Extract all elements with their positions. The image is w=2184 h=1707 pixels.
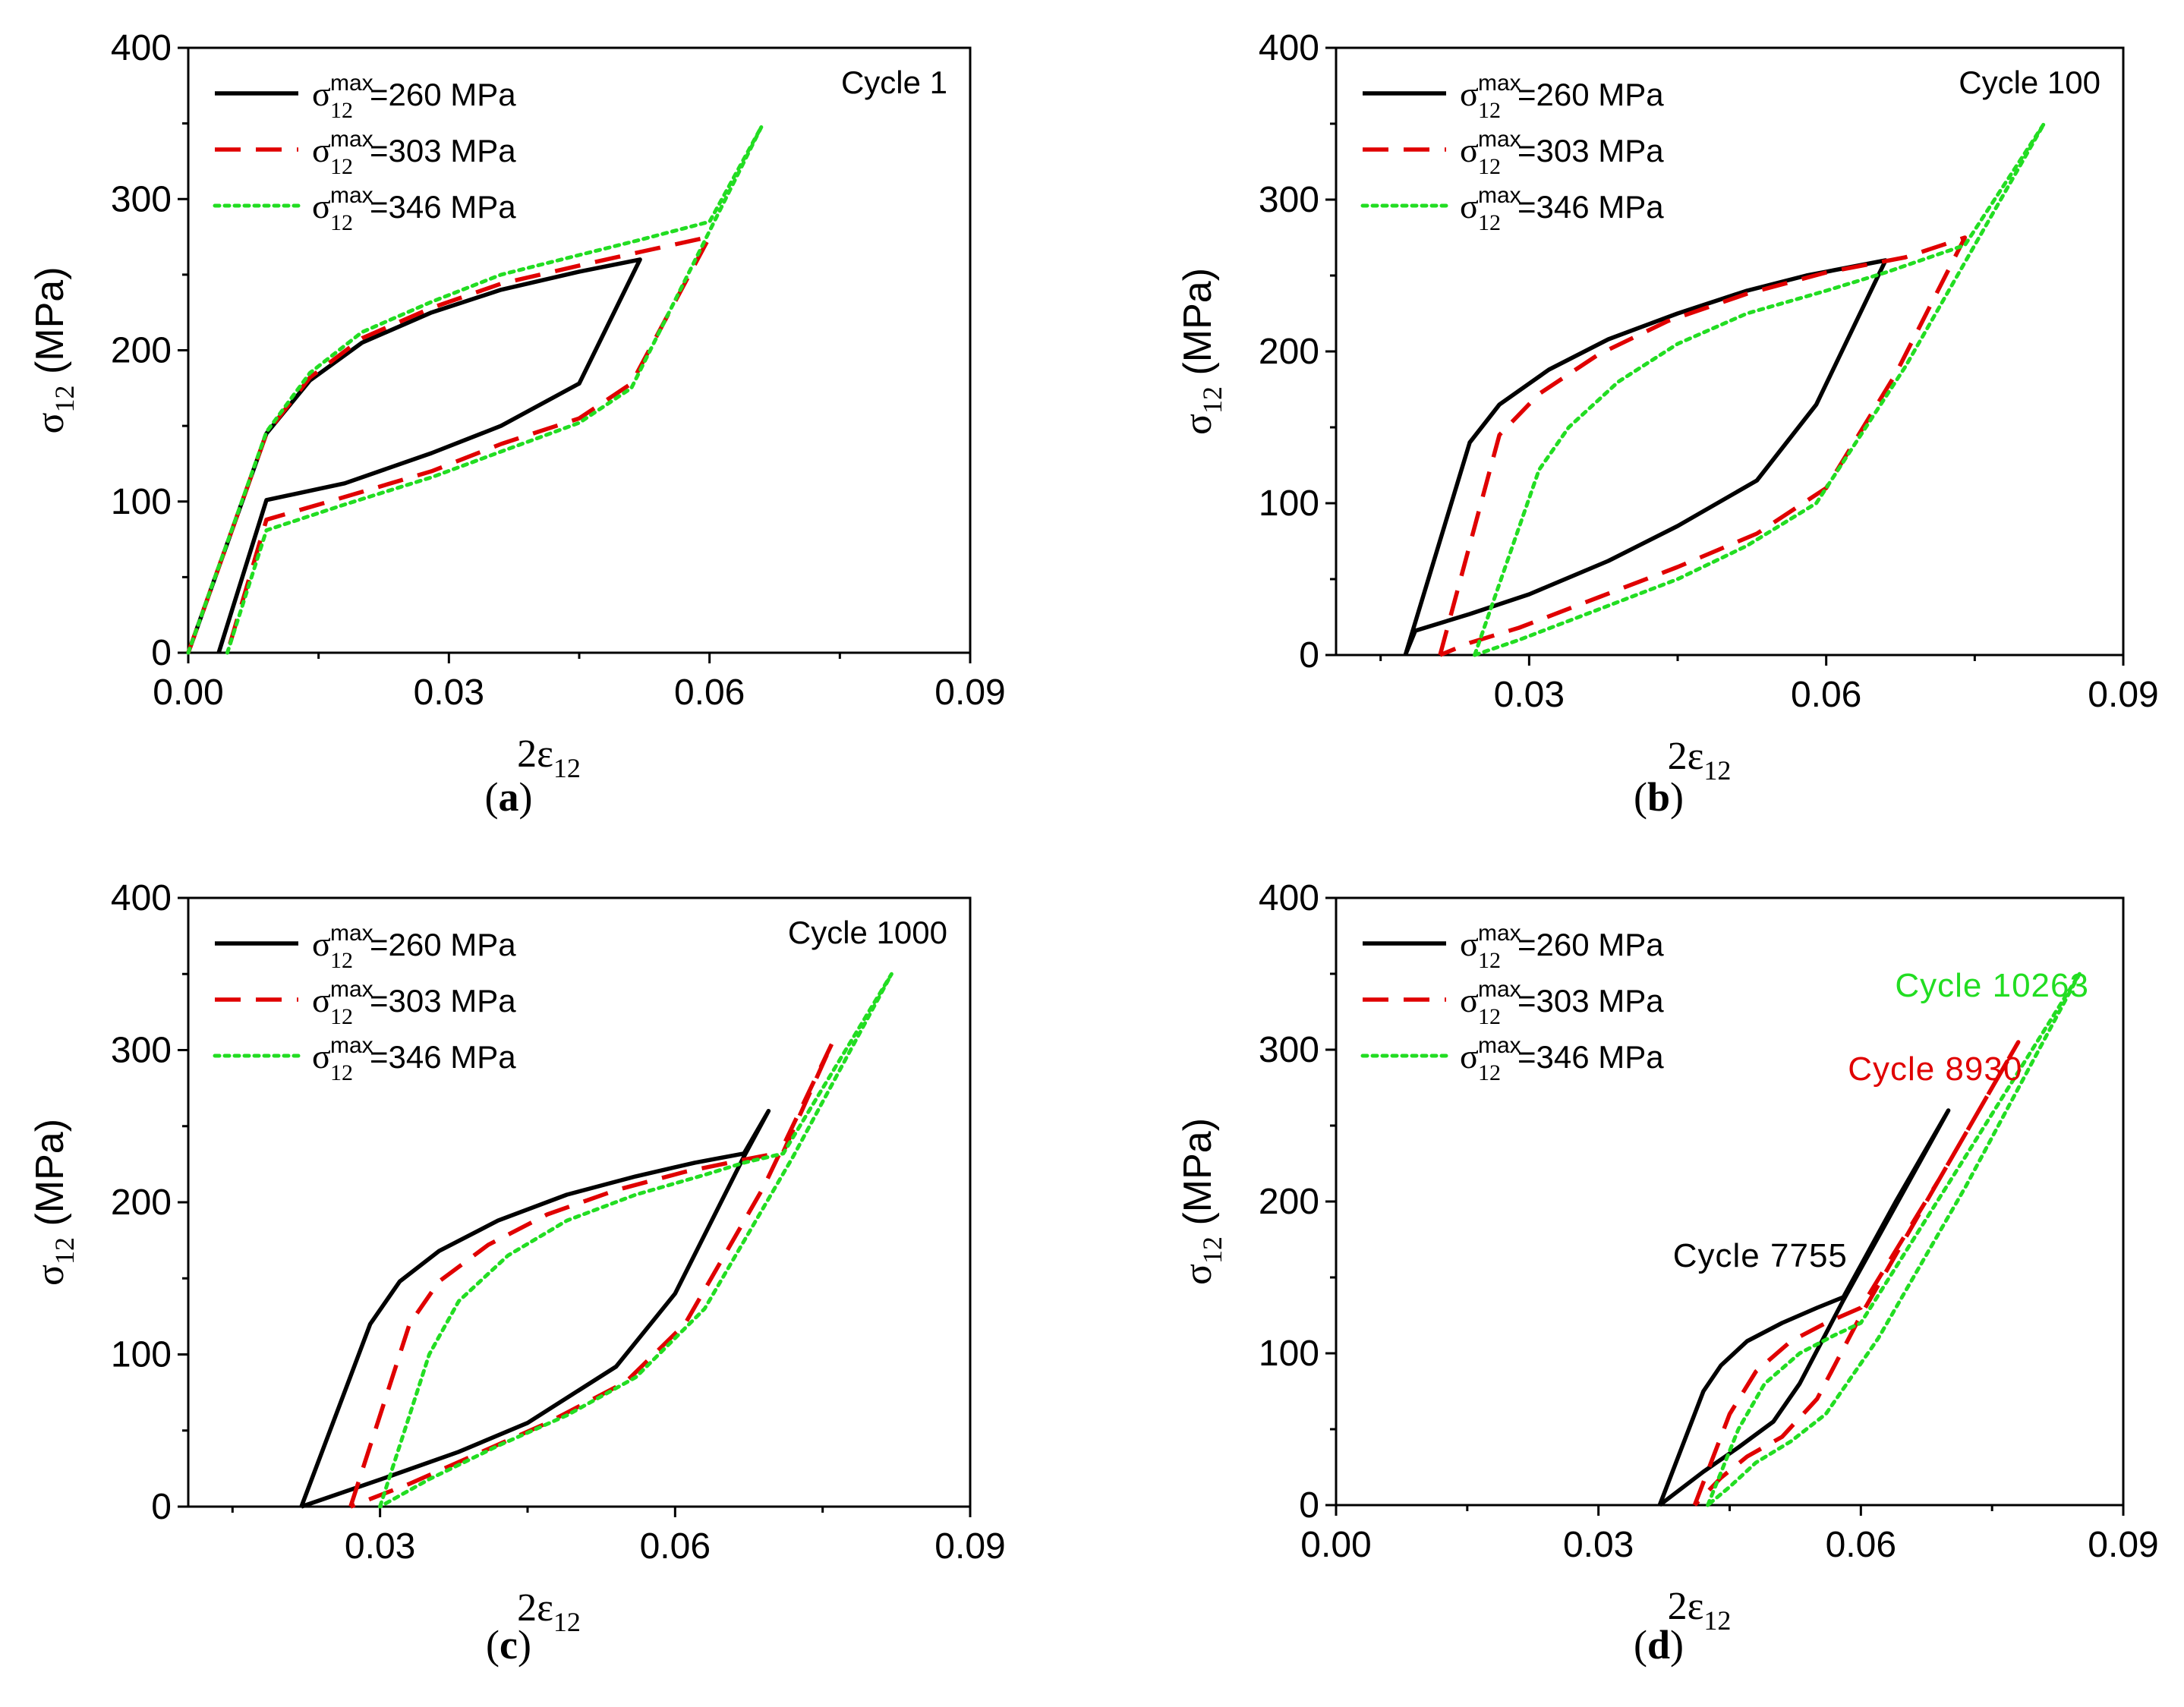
- x-tick-label: 0.09: [934, 1526, 1005, 1567]
- y-tick-label: 200: [111, 1183, 172, 1223]
- axes-frame: [1335, 46, 2125, 657]
- y-axis-label: σ12 (MPa): [28, 1119, 80, 1286]
- panel-b: 0 100 200 300 400 0.03 0.06 0.09 2ε12 σ12 (MPa) σm…: [1176, 28, 2159, 820]
- x-tick-label: 0.06: [674, 672, 745, 713]
- legend-entry: σmax 12 =260 MPa: [1460, 71, 1664, 123]
- y-tick-label: 200: [111, 331, 172, 371]
- axes-frame: [187, 46, 972, 654]
- panel-caption: (b): [1634, 774, 1684, 820]
- series-line-3: [1473, 121, 2047, 657]
- legend-entry: σmax 12 =346 MPa: [1460, 183, 1664, 235]
- y-tick-label: 100: [1259, 483, 1319, 524]
- cycle-annotation: Cycle 1000: [788, 915, 947, 950]
- x-axis-label: 2ε12: [1668, 735, 1732, 786]
- legend-entry: σmax 12 =303 MPa: [312, 127, 516, 179]
- series-line-1: [299, 1108, 771, 1509]
- y-axis-label: σ12 (MPa): [1176, 268, 1228, 435]
- series-line-3: [1706, 972, 2082, 1507]
- y-tick-label: 0: [151, 633, 172, 673]
- y-tick-label: 200: [1259, 1182, 1319, 1222]
- x-axis-label: 2ε12: [517, 732, 581, 783]
- panel-caption: (d): [1634, 1622, 1684, 1668]
- x-tick-label: 0.09: [934, 672, 1005, 713]
- legend-entry: σmax 12 =303 MPa: [1460, 977, 1664, 1029]
- x-tick-label: 0.03: [1563, 1525, 1634, 1565]
- legend-entry: σmax 12 =303 MPa: [312, 977, 516, 1029]
- y-axis-label: σ12 (MPa): [1176, 1118, 1228, 1285]
- x-tick-label: 0.00: [153, 672, 223, 713]
- cycle-annotation: Cycle 10263: [1895, 967, 2089, 1004]
- y-tick-label: 400: [111, 28, 172, 68]
- x-tick-label: 0.06: [1791, 675, 1861, 715]
- x-tick-label: 0.06: [1826, 1525, 1896, 1565]
- legend-entry: σmax 12 =260 MPa: [1460, 921, 1664, 973]
- y-tick-label: 300: [111, 179, 172, 219]
- series-line-1: [1657, 1108, 1951, 1507]
- y-tick-label: 100: [1259, 1334, 1319, 1374]
- legend-entry: σmax 12 =346 MPa: [312, 1033, 516, 1085]
- x-tick-label: 0.03: [1494, 675, 1565, 715]
- cycle-annotation: Cycle 1: [841, 65, 947, 100]
- cycle-annotation: Cycle 7755: [1673, 1237, 1848, 1274]
- axes-frame: [187, 896, 972, 1508]
- cycle-annotation: Cycle 100: [1959, 65, 2100, 100]
- panel-caption: (c): [486, 1622, 531, 1668]
- y-tick-label: 0: [1299, 1485, 1319, 1526]
- series-line-3: [186, 124, 764, 655]
- series-line-3: [378, 972, 893, 1509]
- y-tick-label: 100: [111, 1335, 172, 1375]
- panel-c: 0 100 200 300 400 0.03 0.06 0.09 2ε12 σ12 (MPa) σm…: [28, 878, 1006, 1668]
- y-tick-label: 300: [1259, 1030, 1319, 1070]
- y-tick-label: 300: [111, 1031, 172, 1071]
- panel-d: 0 100 200 300 400 0.00 0.03 0.06 0.09 2ε12 σ12 (MP…: [1176, 878, 2159, 1668]
- y-tick-label: 200: [1259, 332, 1319, 372]
- x-tick-label: 0.03: [345, 1526, 415, 1567]
- series-line-2: [1692, 1040, 2021, 1507]
- y-tick-label: 0: [151, 1487, 172, 1527]
- y-tick-label: 100: [111, 482, 172, 522]
- y-axis-label: σ12 (MPa): [28, 266, 80, 433]
- series-line-2: [186, 235, 712, 654]
- panel-a: 0 100 200 300 400 0.00 0.03 0.06 0.09 2ε12 σ12 (MP…: [28, 28, 1006, 820]
- x-tick-label: 0.03: [414, 672, 484, 713]
- cycle-annotation: Cycle 8930: [1848, 1050, 2022, 1088]
- y-tick-label: 400: [1259, 28, 1319, 68]
- x-tick-label: 0.09: [2088, 1525, 2158, 1565]
- legend-entry: σmax 12 =303 MPa: [1460, 127, 1664, 179]
- x-axis-label: 2ε12: [1668, 1585, 1732, 1636]
- y-tick-label: 0: [1299, 635, 1319, 676]
- x-axis-label: 2ε12: [517, 1586, 581, 1637]
- legend-entry: σmax 12 =260 MPa: [312, 71, 516, 123]
- series-line-2: [1438, 235, 1968, 657]
- x-tick-label: 0.06: [640, 1526, 711, 1567]
- y-tick-label: 300: [1259, 180, 1319, 220]
- legend-entry: σmax 12 =346 MPa: [312, 183, 516, 235]
- series-line-1: [1403, 258, 1888, 657]
- y-tick-label: 400: [1259, 878, 1319, 918]
- x-tick-label: 0.09: [2088, 675, 2158, 715]
- y-tick-label: 400: [111, 878, 172, 918]
- legend-entry: σmax 12 =346 MPa: [1460, 1033, 1664, 1085]
- panel-caption: (a): [485, 774, 533, 820]
- x-tick-label: 0.00: [1300, 1525, 1371, 1565]
- series-line-2: [348, 1040, 835, 1509]
- series-line-1: [186, 257, 642, 654]
- legend-entry: σmax 12 =260 MPa: [312, 921, 516, 973]
